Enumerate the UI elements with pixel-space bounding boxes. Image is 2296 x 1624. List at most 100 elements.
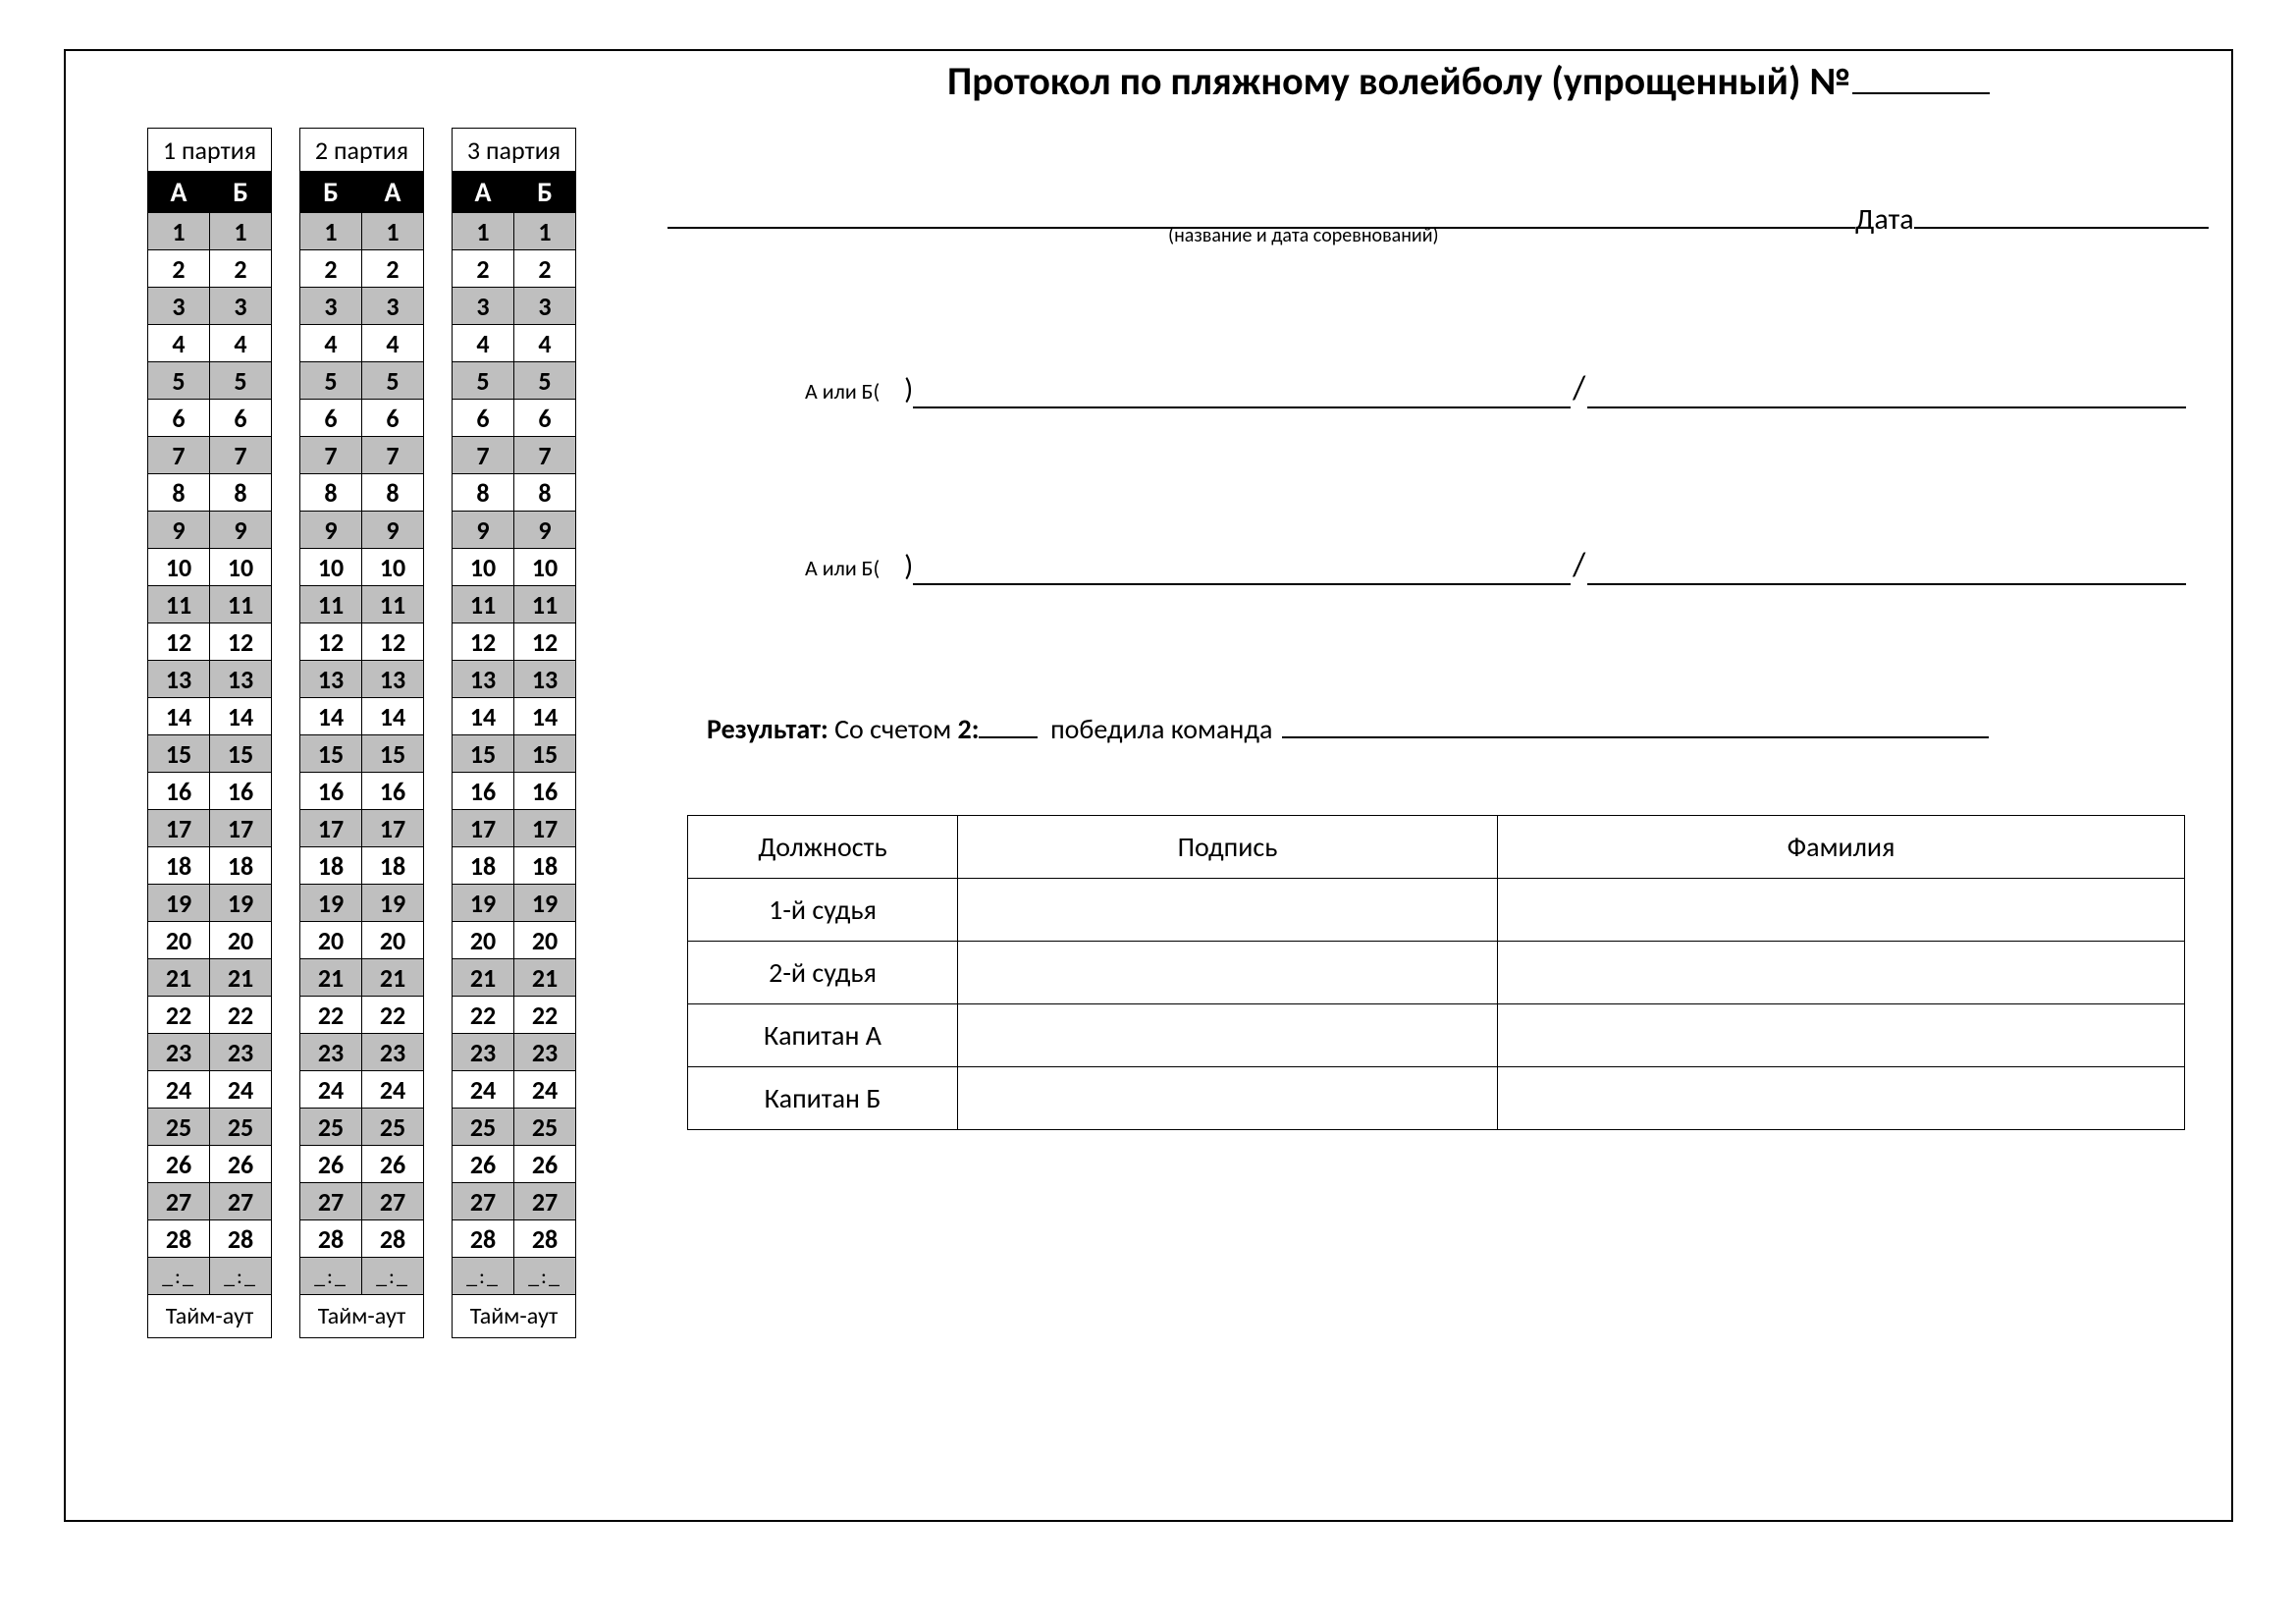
score-cell-left[interactable]: 2 — [148, 250, 210, 288]
score-cell-right[interactable]: 2 — [210, 250, 272, 288]
score-cell-right[interactable]: 8 — [514, 474, 576, 512]
score-cell-right[interactable]: 5 — [514, 362, 576, 400]
time-cell-left[interactable]: _:_ — [148, 1258, 210, 1295]
score-cell-left[interactable]: 21 — [453, 959, 514, 997]
score-cell-right[interactable]: 16 — [362, 773, 424, 810]
score-cell-left[interactable]: 12 — [148, 623, 210, 661]
team-b-player1-blank[interactable] — [913, 583, 1571, 585]
score-cell-right[interactable]: 4 — [210, 325, 272, 362]
score-cell-left[interactable]: 4 — [453, 325, 514, 362]
score-cell-right[interactable]: 21 — [362, 959, 424, 997]
score-cell-left[interactable]: 11 — [300, 586, 362, 623]
score-cell-left[interactable]: 7 — [148, 437, 210, 474]
score-cell-right[interactable]: 18 — [210, 847, 272, 885]
time-cell-right[interactable]: _:_ — [362, 1258, 424, 1295]
protocol-number-blank[interactable] — [1852, 92, 1990, 94]
score-cell-left[interactable]: 22 — [300, 997, 362, 1034]
score-cell-left[interactable]: 21 — [148, 959, 210, 997]
team-b-player2-blank[interactable] — [1587, 583, 2186, 585]
score-cell-right[interactable]: 18 — [362, 847, 424, 885]
score-cell-right[interactable]: 26 — [362, 1146, 424, 1183]
score-cell-left[interactable]: 18 — [453, 847, 514, 885]
score-cell-right[interactable]: 2 — [514, 250, 576, 288]
sig-surname-blank[interactable] — [1498, 1004, 2185, 1067]
date-blank[interactable] — [1914, 227, 2209, 229]
score-cell-right[interactable]: 11 — [514, 586, 576, 623]
score-cell-left[interactable]: 6 — [453, 400, 514, 437]
score-cell-right[interactable]: 11 — [210, 586, 272, 623]
score-cell-right[interactable]: 2 — [362, 250, 424, 288]
score-cell-left[interactable]: 19 — [148, 885, 210, 922]
score-cell-left[interactable]: 23 — [300, 1034, 362, 1071]
score-cell-right[interactable]: 15 — [362, 735, 424, 773]
score-cell-right[interactable]: 14 — [362, 698, 424, 735]
score-cell-right[interactable]: 22 — [514, 997, 576, 1034]
score-cell-right[interactable]: 12 — [210, 623, 272, 661]
score-cell-left[interactable]: 11 — [148, 586, 210, 623]
score-cell-left[interactable]: 17 — [148, 810, 210, 847]
score-cell-left[interactable]: 9 — [300, 512, 362, 549]
score-cell-right[interactable]: 28 — [514, 1220, 576, 1258]
score-cell-right[interactable]: 8 — [210, 474, 272, 512]
score-cell-right[interactable]: 6 — [210, 400, 272, 437]
score-cell-left[interactable]: 28 — [148, 1220, 210, 1258]
score-cell-left[interactable]: 5 — [453, 362, 514, 400]
score-cell-left[interactable]: 26 — [148, 1146, 210, 1183]
score-cell-left[interactable]: 20 — [148, 922, 210, 959]
score-cell-left[interactable]: 8 — [453, 474, 514, 512]
score-cell-left[interactable]: 14 — [148, 698, 210, 735]
score-cell-right[interactable]: 27 — [514, 1183, 576, 1220]
score-cell-right[interactable]: 17 — [362, 810, 424, 847]
score-cell-left[interactable]: 8 — [300, 474, 362, 512]
score-cell-left[interactable]: 7 — [453, 437, 514, 474]
score-cell-left[interactable]: 26 — [453, 1146, 514, 1183]
score-cell-left[interactable]: 16 — [148, 773, 210, 810]
score-cell-left[interactable]: 28 — [300, 1220, 362, 1258]
time-cell-left[interactable]: _:_ — [300, 1258, 362, 1295]
score-cell-left[interactable]: 14 — [453, 698, 514, 735]
score-cell-right[interactable]: 26 — [210, 1146, 272, 1183]
score-cell-left[interactable]: 11 — [453, 586, 514, 623]
score-cell-left[interactable]: 10 — [300, 549, 362, 586]
score-cell-right[interactable]: 24 — [514, 1071, 576, 1109]
score-cell-right[interactable]: 22 — [362, 997, 424, 1034]
score-cell-left[interactable]: 19 — [300, 885, 362, 922]
score-cell-left[interactable]: 5 — [300, 362, 362, 400]
score-cell-left[interactable]: 1 — [148, 213, 210, 250]
score-cell-right[interactable]: 15 — [514, 735, 576, 773]
score-cell-right[interactable]: 21 — [514, 959, 576, 997]
score-cell-left[interactable]: 28 — [453, 1220, 514, 1258]
score-cell-left[interactable]: 3 — [148, 288, 210, 325]
score-cell-left[interactable]: 24 — [148, 1071, 210, 1109]
score-cell-right[interactable]: 20 — [210, 922, 272, 959]
score-cell-right[interactable]: 18 — [514, 847, 576, 885]
result-team-blank[interactable] — [1282, 736, 1989, 738]
score-cell-right[interactable]: 19 — [514, 885, 576, 922]
score-cell-right[interactable]: 13 — [210, 661, 272, 698]
time-cell-left[interactable]: _:_ — [453, 1258, 514, 1295]
team-a-player2-blank[interactable] — [1587, 406, 2186, 408]
score-cell-right[interactable]: 7 — [210, 437, 272, 474]
score-cell-left[interactable]: 15 — [148, 735, 210, 773]
score-cell-left[interactable]: 4 — [300, 325, 362, 362]
score-cell-right[interactable]: 10 — [514, 549, 576, 586]
score-cell-left[interactable]: 4 — [148, 325, 210, 362]
score-cell-right[interactable]: 10 — [362, 549, 424, 586]
score-cell-right[interactable]: 15 — [210, 735, 272, 773]
score-cell-right[interactable]: 3 — [514, 288, 576, 325]
score-cell-left[interactable]: 25 — [148, 1109, 210, 1146]
score-cell-right[interactable]: 14 — [210, 698, 272, 735]
score-cell-left[interactable]: 3 — [300, 288, 362, 325]
score-cell-right[interactable]: 20 — [362, 922, 424, 959]
score-cell-left[interactable]: 20 — [300, 922, 362, 959]
sig-signature-blank[interactable] — [958, 879, 1498, 942]
score-cell-right[interactable]: 12 — [514, 623, 576, 661]
score-cell-right[interactable]: 6 — [362, 400, 424, 437]
score-cell-right[interactable]: 16 — [514, 773, 576, 810]
score-cell-left[interactable]: 3 — [453, 288, 514, 325]
time-cell-right[interactable]: _:_ — [210, 1258, 272, 1295]
score-cell-left[interactable]: 9 — [453, 512, 514, 549]
score-cell-right[interactable]: 5 — [362, 362, 424, 400]
score-cell-right[interactable]: 5 — [210, 362, 272, 400]
score-cell-left[interactable]: 26 — [300, 1146, 362, 1183]
